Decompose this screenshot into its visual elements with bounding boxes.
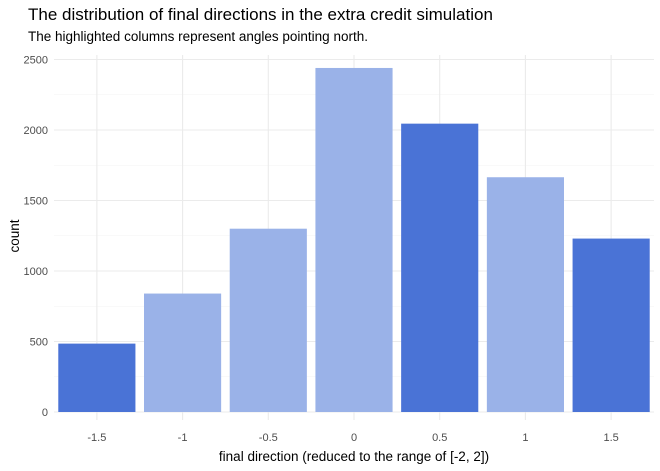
chart-title: The distribution of final directions in … [28, 5, 493, 24]
x-tick-label: -1.5 [87, 432, 106, 444]
y-tick-label: 2000 [24, 125, 48, 137]
x-tick-label: -0.5 [259, 432, 278, 444]
x-tick-label: 0.5 [432, 432, 447, 444]
y-tick-label: 1500 [24, 196, 48, 208]
y-tick-label: 2500 [24, 55, 48, 67]
y-tick-label: 1000 [24, 266, 48, 278]
bar [144, 293, 222, 412]
bar [315, 67, 393, 413]
bar-highlighted [572, 238, 650, 412]
y-tick-label: 500 [30, 337, 48, 349]
bar-highlighted [401, 123, 479, 412]
x-tick-label: 1 [522, 432, 528, 444]
bar-highlighted [58, 343, 136, 412]
chart-subtitle: The highlighted columns represent angles… [28, 29, 368, 44]
y-axis-ticks: 0 500 1000 1500 2000 2500 [24, 55, 48, 420]
bars [58, 67, 650, 413]
bar [486, 177, 564, 412]
bar [229, 228, 307, 412]
x-tick-label: -1 [178, 432, 188, 444]
x-axis-ticks: -1.5 -1 -0.5 0 0.5 1 1.5 [87, 432, 618, 444]
x-axis-title: final direction (reduced to the range of… [219, 449, 489, 464]
y-tick-label: 0 [42, 407, 48, 419]
y-axis-title: count [7, 219, 22, 252]
x-tick-label: 0 [351, 432, 357, 444]
x-tick-label: 1.5 [603, 432, 618, 444]
